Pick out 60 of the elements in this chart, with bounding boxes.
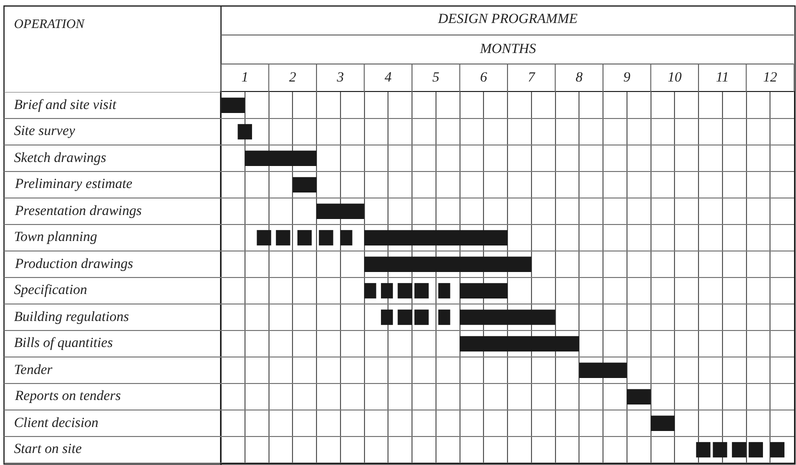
bar — [238, 124, 252, 140]
bar — [732, 442, 746, 458]
y-tick-label: Client decision — [14, 416, 98, 431]
x-tick-label: 4 — [384, 70, 392, 86]
bar — [292, 177, 316, 192]
y-tick-label: Start on site — [14, 442, 82, 457]
y-tick-label: Production drawings — [14, 257, 134, 272]
bar — [438, 283, 450, 298]
y-tick-label: Building regulations — [14, 310, 130, 325]
bar — [579, 362, 627, 378]
bar — [650, 416, 675, 431]
x-tick-label: 9 — [623, 70, 630, 86]
bar — [438, 310, 450, 325]
y-tick-label: Sketch drawings — [14, 151, 107, 166]
bar — [256, 230, 272, 246]
bar — [380, 310, 393, 325]
bar — [244, 150, 316, 166]
bar — [276, 230, 290, 246]
y-tick-label: Town planning — [14, 230, 98, 245]
bar — [364, 283, 376, 298]
bar — [318, 230, 334, 246]
y-tick-label: Site survey — [14, 124, 76, 139]
x-tick-label: 11 — [716, 70, 729, 86]
bar — [460, 283, 508, 298]
y-tick-label: Preliminary estimate — [14, 177, 132, 192]
bar — [398, 310, 412, 325]
y-tick-label: Bills of quantities — [14, 336, 114, 351]
bar — [748, 442, 763, 458]
bar — [380, 283, 393, 298]
bar — [340, 230, 352, 246]
bar — [414, 310, 429, 325]
x-tick-label: 3 — [336, 70, 344, 86]
x-tick-label: 7 — [528, 70, 536, 86]
bar — [460, 310, 556, 325]
bar — [364, 256, 532, 272]
y-axis-title: OPERATION — [14, 16, 86, 31]
y-tick-label: Presentation drawings — [14, 204, 142, 219]
y-tick-label: Tender — [14, 363, 53, 378]
x-tick-label: 1 — [241, 70, 248, 86]
x-tick-label: 12 — [763, 70, 778, 86]
x-tick-label: 2 — [289, 70, 296, 86]
bar — [460, 336, 580, 352]
bar — [297, 230, 312, 246]
bar — [712, 442, 728, 458]
x-tick-label: 10 — [668, 70, 682, 86]
bar — [398, 283, 412, 298]
bar — [316, 204, 364, 219]
y-tick-label: Brief and site visit — [14, 98, 118, 113]
bar — [626, 389, 651, 404]
x-axis-title: MONTHS — [479, 42, 536, 57]
chart-title: DESIGN PROGRAMME — [437, 12, 578, 27]
x-tick-label: 6 — [480, 70, 488, 86]
bar — [770, 442, 784, 458]
y-tick-label: Reports on tenders — [14, 389, 122, 404]
bar — [414, 283, 429, 298]
bar — [696, 442, 710, 458]
x-tick-label: 5 — [432, 70, 440, 86]
y-tick-label: Specification — [14, 283, 88, 298]
x-tick-label: 8 — [576, 70, 583, 86]
bar — [364, 230, 508, 246]
